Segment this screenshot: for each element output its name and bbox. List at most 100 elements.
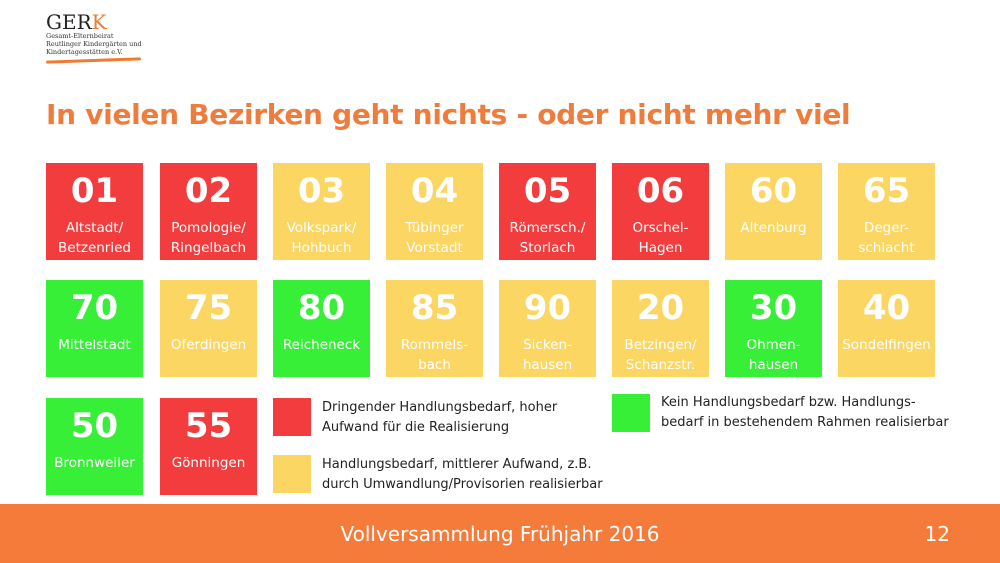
district-name: Orschel- Hagen <box>612 218 709 258</box>
footer-bar: Vollversammlung Frühjahr 2016 12 <box>0 504 1000 563</box>
legend-red-line2: Aufwand für die Realisierung <box>322 420 510 435</box>
district-name: Bronnweiler <box>46 453 143 473</box>
district-number: 40 <box>862 288 911 328</box>
district-number: 06 <box>636 171 685 211</box>
district-tile-20: 20 Betzingen/Schanzstr. <box>612 280 709 377</box>
district-name-line1: Pomologie/ <box>171 220 246 236</box>
district-name-line1: Rommels- <box>400 337 469 353</box>
district-name: Pomologie/Ringelbach <box>160 218 257 258</box>
district-number: 02 <box>184 171 233 211</box>
legend-yellow-swatch <box>273 455 311 493</box>
legend-green-line1: Kein Handlungsbedarf bzw. Handlungs- <box>661 395 916 410</box>
district-name-line1: Sondelfingen <box>842 337 931 353</box>
logo-brush-stroke <box>45 57 142 64</box>
district-name-line2: Hohbuch <box>291 240 352 256</box>
district-name-line1: Altstadt/ <box>65 220 124 236</box>
district-number: 65 <box>862 171 911 211</box>
legend-yellow-line2: durch Umwandlung/Provisorien realisierba… <box>322 477 603 492</box>
slide-title: In vielen Bezirken geht nichts - oder ni… <box>46 98 851 131</box>
district-tile-60: 60 Altenburg <box>725 163 822 260</box>
district-name-line2: hausen <box>748 357 799 373</box>
legend-yellow-text: Handlungsbedarf, mittlerer Aufwand, z.B.… <box>322 455 603 495</box>
district-name: Oferdingen <box>160 335 257 355</box>
district-tile-85: 85 Rommels-bach <box>386 280 483 377</box>
page-number: 12 <box>924 522 950 546</box>
district-name: Rommels-bach <box>386 335 483 375</box>
district-name: Deger-schlacht <box>838 218 935 258</box>
district-number: 50 <box>70 406 119 446</box>
logo-line1: Gesamt-Elternbeirat <box>46 32 114 40</box>
district-number: 55 <box>184 406 233 446</box>
district-tile-70: 70 Mittelstadt <box>46 280 143 377</box>
gerk-logo: GERK Gesamt-Elternbeirat Reutlinger Kind… <box>45 10 156 72</box>
district-number: 70 <box>70 288 119 328</box>
district-number: 03 <box>297 171 346 211</box>
district-name-line1: Orschel- <box>632 220 689 236</box>
district-number: 01 <box>70 171 119 211</box>
district-name: Reicheneck <box>273 335 370 355</box>
district-name: Römersch./ Storlach <box>499 218 596 258</box>
district-name-line2: bach <box>418 357 451 373</box>
district-number: 60 <box>749 171 798 211</box>
legend-green-line2: bedarf in bestehendem Rahmen realisierba… <box>661 415 949 430</box>
district-number: 90 <box>523 288 572 328</box>
district-number: 20 <box>636 288 685 328</box>
district-tile-50: 50 Bronnweiler <box>46 398 143 495</box>
legend-yellow-line1: Handlungsbedarf, mittlerer Aufwand, z.B. <box>322 457 592 472</box>
legend-red-swatch <box>273 398 311 436</box>
district-name: Altstadt/Betzenried <box>46 218 143 258</box>
district-tile-01: 01 Altstadt/Betzenried <box>46 163 143 260</box>
district-name: Sicken-hausen <box>499 335 596 375</box>
district-name-line1: Reicheneck <box>282 337 361 353</box>
district-name-line1: Tübinger <box>405 220 464 236</box>
district-name-line1: Altenburg <box>740 220 807 236</box>
district-tile-04: 04 Tübinger Vorstadt <box>386 163 483 260</box>
district-name-line1: Ohmen- <box>746 337 801 353</box>
legend-green-swatch <box>612 394 650 432</box>
district-name: Ohmen-hausen <box>725 335 822 375</box>
district-tile-30: 30 Ohmen-hausen <box>725 280 822 377</box>
district-name-line2: Ringelbach <box>170 240 247 256</box>
district-name-line1: Mittelstadt <box>58 337 131 353</box>
district-name-line2: Schanzstr. <box>625 357 696 373</box>
district-tile-65: 65 Deger-schlacht <box>838 163 935 260</box>
legend-red-text: Dringender Handlungsbedarf, hoher Aufwan… <box>322 398 557 438</box>
district-name-line2: hausen <box>522 357 573 373</box>
district-name-line1: Sicken- <box>523 337 572 353</box>
district-tile-03: 03 Volkspark/Hohbuch <box>273 163 370 260</box>
district-number: 85 <box>410 288 459 328</box>
district-number: 04 <box>410 171 459 211</box>
district-tile-40: 40 Sondelfingen <box>838 280 935 377</box>
logo-line3: Kindertagesstätten e.V. <box>46 48 123 56</box>
district-name-line2: schlacht <box>858 240 915 256</box>
district-name: Altenburg <box>725 218 822 238</box>
district-name-line2: Hagen <box>638 240 683 256</box>
district-name: Volkspark/Hohbuch <box>273 218 370 258</box>
district-tile-06: 06 Orschel- Hagen <box>612 163 709 260</box>
logo-name: GERK <box>46 10 107 34</box>
district-number: 75 <box>184 288 233 328</box>
legend-red-line1: Dringender Handlungsbedarf, hoher <box>322 400 558 415</box>
district-name-line2: Vorstadt <box>406 240 463 256</box>
district-name-line1: Bronnweiler <box>54 455 135 471</box>
district-name-line2: Storlach <box>519 240 576 256</box>
district-tile-80: 80 Reicheneck <box>273 280 370 377</box>
district-name-line1: Oferdingen <box>170 337 247 353</box>
district-tile-02: 02 Pomologie/Ringelbach <box>160 163 257 260</box>
district-name: Tübinger Vorstadt <box>386 218 483 258</box>
district-name-line2: Betzenried <box>58 240 131 256</box>
district-tile-75: 75 Oferdingen <box>160 280 257 377</box>
district-name-line1: Gönningen <box>171 455 246 471</box>
district-tile-05: 05 Römersch./ Storlach <box>499 163 596 260</box>
district-name-line1: Betzingen/ <box>624 337 697 353</box>
footer-title: Vollversammlung Frühjahr 2016 <box>340 522 660 546</box>
legend-green-text: Kein Handlungsbedarf bzw. Handlungs- bed… <box>661 393 949 433</box>
district-number: 30 <box>749 288 798 328</box>
logo-line2: Reutlinger Kindergärten und <box>46 40 142 48</box>
district-name-line1: Volkspark/ <box>286 220 357 236</box>
district-tile-90: 90 Sicken-hausen <box>499 280 596 377</box>
district-number: 80 <box>297 288 346 328</box>
district-name: Sondelfingen <box>838 335 935 355</box>
district-name: Mittelstadt <box>46 335 143 355</box>
district-number: 05 <box>523 171 572 211</box>
